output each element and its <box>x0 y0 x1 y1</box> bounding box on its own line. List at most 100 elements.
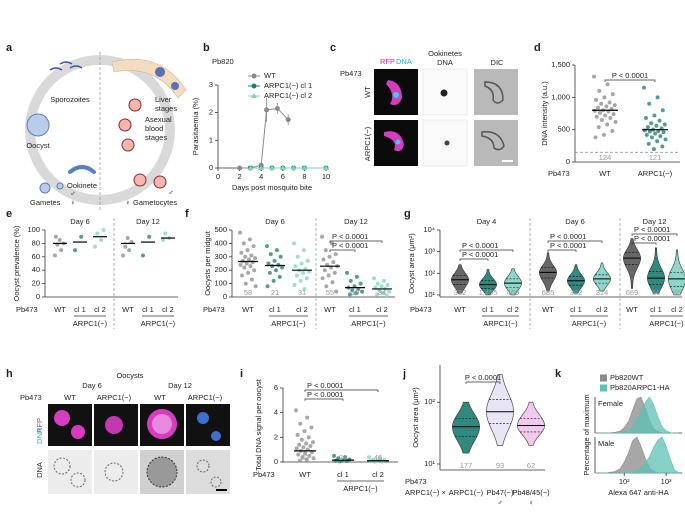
data-point <box>649 121 654 126</box>
dna-signal <box>393 92 399 98</box>
violin-body <box>452 401 480 454</box>
stage-label: stages <box>155 104 177 113</box>
data-point <box>611 112 616 117</box>
data-point <box>99 238 104 243</box>
oocyst-outline <box>70 472 86 488</box>
data-point <box>53 253 57 258</box>
category-label: cl 1 <box>570 305 582 314</box>
count-label: 55 <box>326 288 334 297</box>
ookinete-images: Pb473 RFP DNA Ookinetes DNA DIC WT ARPC1… <box>340 49 518 167</box>
x-tick-label: 4 <box>259 172 263 181</box>
data-point <box>596 125 601 130</box>
sex-symbol: ♂ <box>70 189 76 198</box>
data-point <box>292 241 296 246</box>
group-label: ARPC1(−) <box>483 319 518 328</box>
category-label: Pb47(−) <box>487 488 514 497</box>
y-tick-label: 10⁴ <box>423 225 435 234</box>
data-point <box>327 254 332 259</box>
row-label: DNA <box>35 462 44 478</box>
data-point <box>310 440 315 445</box>
x-tick-label: 2 <box>238 172 242 181</box>
p-value: P < 0.0001 <box>550 232 586 241</box>
y-axis-label: Oocyst area (μm²) <box>411 387 420 448</box>
image-title: Ookinetes <box>428 49 462 58</box>
violin-body <box>539 252 557 292</box>
data-point <box>655 139 660 144</box>
data-point <box>245 248 250 253</box>
strain-label: Pb473 <box>548 169 570 178</box>
data-point <box>605 122 610 127</box>
liver-cell <box>155 67 165 77</box>
panel-title: Day 12 <box>643 217 667 226</box>
oocyst-images: Oocysts Day 6 Day 12 Pb473 WT ARPC1(−) W… <box>20 371 230 494</box>
data-point <box>603 113 608 118</box>
panel-title: Day 6 <box>565 217 585 226</box>
data-point <box>301 445 306 450</box>
ookinete-signal <box>386 80 402 106</box>
data-point <box>343 455 348 460</box>
category-label: cl 2 <box>596 305 608 314</box>
category-label: WT <box>299 470 311 479</box>
p-value: P < 0.0001 <box>332 232 368 241</box>
panel-title: Day 12 <box>344 217 368 226</box>
dna-signal <box>395 139 401 145</box>
significance-bracket <box>329 240 383 243</box>
violin-body <box>668 249 685 296</box>
data-point <box>643 116 648 121</box>
data-point <box>249 277 254 282</box>
oocyst-signal <box>197 412 209 424</box>
sex-symbol: ♀ <box>70 198 76 207</box>
data-point <box>602 95 607 100</box>
data-point <box>285 117 291 123</box>
p-value: P < 0.0001 <box>307 390 343 399</box>
data-point <box>294 273 299 278</box>
data-point <box>57 238 62 243</box>
data-point <box>321 257 326 262</box>
y-tick-label: 0 <box>274 457 278 466</box>
category-label: cl 2 <box>376 305 388 314</box>
y-tick-label: 3 <box>209 80 213 89</box>
group-label: ARPC1(−) <box>351 319 386 328</box>
count-label: 685 <box>542 288 555 297</box>
group-label: ARPC1(−) <box>649 319 684 328</box>
data-point <box>277 274 282 279</box>
y-tick-label: 0 <box>223 292 227 301</box>
data-point <box>244 261 249 266</box>
category-label: ARPC1(−) <box>449 488 484 497</box>
count-label: 24 <box>339 453 347 462</box>
y-tick-label: 1 <box>209 135 213 144</box>
data-point <box>101 228 106 232</box>
panel-label: i <box>240 368 243 380</box>
dna-spot <box>444 140 450 146</box>
data-point <box>324 284 329 289</box>
data-point <box>651 147 656 152</box>
data-point <box>238 230 242 235</box>
count-label: 46 <box>374 453 382 462</box>
data-point <box>95 231 100 236</box>
count-label: 34 <box>378 288 386 297</box>
strain-label: Pb473 <box>410 305 432 314</box>
group-label: ARPC1(−) <box>343 484 378 493</box>
data-point <box>612 103 617 108</box>
data-point <box>345 270 349 275</box>
panel-title: Day 12 <box>136 217 160 226</box>
data-point <box>253 284 258 289</box>
data-point <box>595 105 600 110</box>
y-tick-label: 200 <box>214 265 227 274</box>
panel-label: h <box>6 368 13 380</box>
x-tick-label: 8 <box>302 172 306 181</box>
data-point <box>123 244 128 249</box>
data-point <box>267 270 272 275</box>
cross-label: ARPC1(−) × <box>405 488 446 497</box>
category-label: ARPC1(−) <box>638 169 673 178</box>
column-label: DIC <box>491 58 505 67</box>
group-label: ARPC1(−) <box>73 319 108 328</box>
data-point <box>295 432 300 437</box>
sex-label: ♂ <box>497 498 503 507</box>
data-point <box>307 453 312 458</box>
data-point <box>305 258 310 263</box>
data-point <box>593 135 598 140</box>
data-point <box>295 254 300 259</box>
count-label: 58 <box>244 288 252 297</box>
data-point <box>243 281 248 286</box>
